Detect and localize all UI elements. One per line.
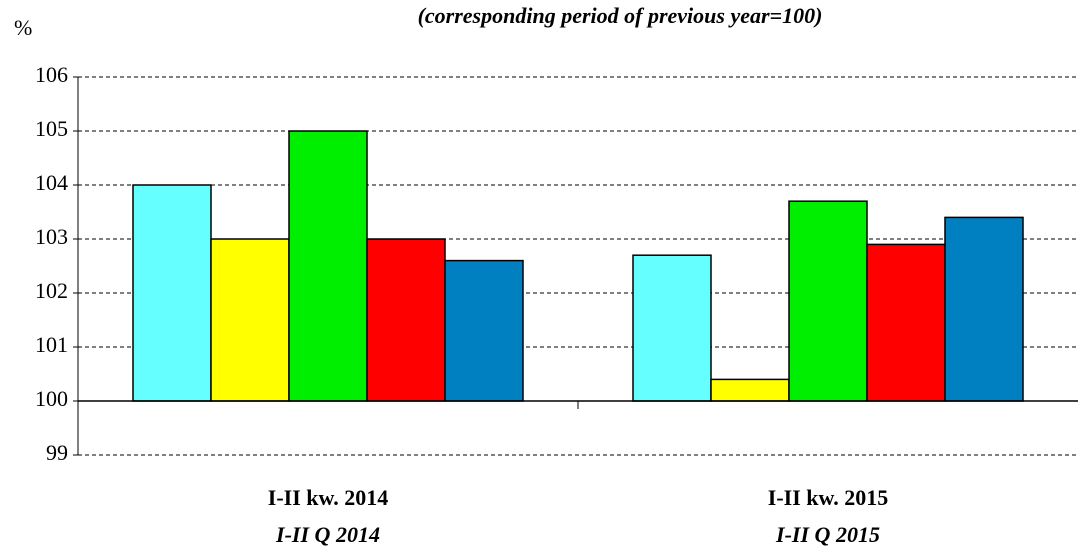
y-tick-label: 99 — [46, 440, 68, 465]
y-tick-label: 105 — [35, 116, 68, 141]
x-tick-label-en: I-II Q 2015 — [775, 522, 880, 547]
y-tick-label: 106 — [35, 62, 68, 87]
bar — [944, 216, 1024, 402]
y-tick-label: 104 — [35, 170, 68, 195]
bar — [632, 254, 712, 402]
bar — [866, 243, 946, 402]
bar — [444, 259, 524, 402]
bar — [210, 238, 290, 402]
y-axis-label: % — [14, 15, 32, 40]
y-tick-label: 102 — [35, 278, 68, 303]
y-tick-label: 103 — [35, 224, 68, 249]
y-tick-label: 101 — [35, 332, 68, 357]
bar — [710, 378, 790, 402]
x-tick-label: I-II kw. 2015 — [768, 485, 888, 510]
bar — [788, 200, 868, 402]
bar — [132, 184, 212, 402]
x-tick-label: I-II kw. 2014 — [268, 485, 388, 510]
bar — [288, 130, 368, 402]
y-tick-label: 100 — [35, 386, 68, 411]
bar — [366, 238, 446, 402]
x-tick-label-en: I-II Q 2014 — [275, 522, 380, 547]
chart-subtitle: (corresponding period of previous year=1… — [418, 3, 823, 28]
